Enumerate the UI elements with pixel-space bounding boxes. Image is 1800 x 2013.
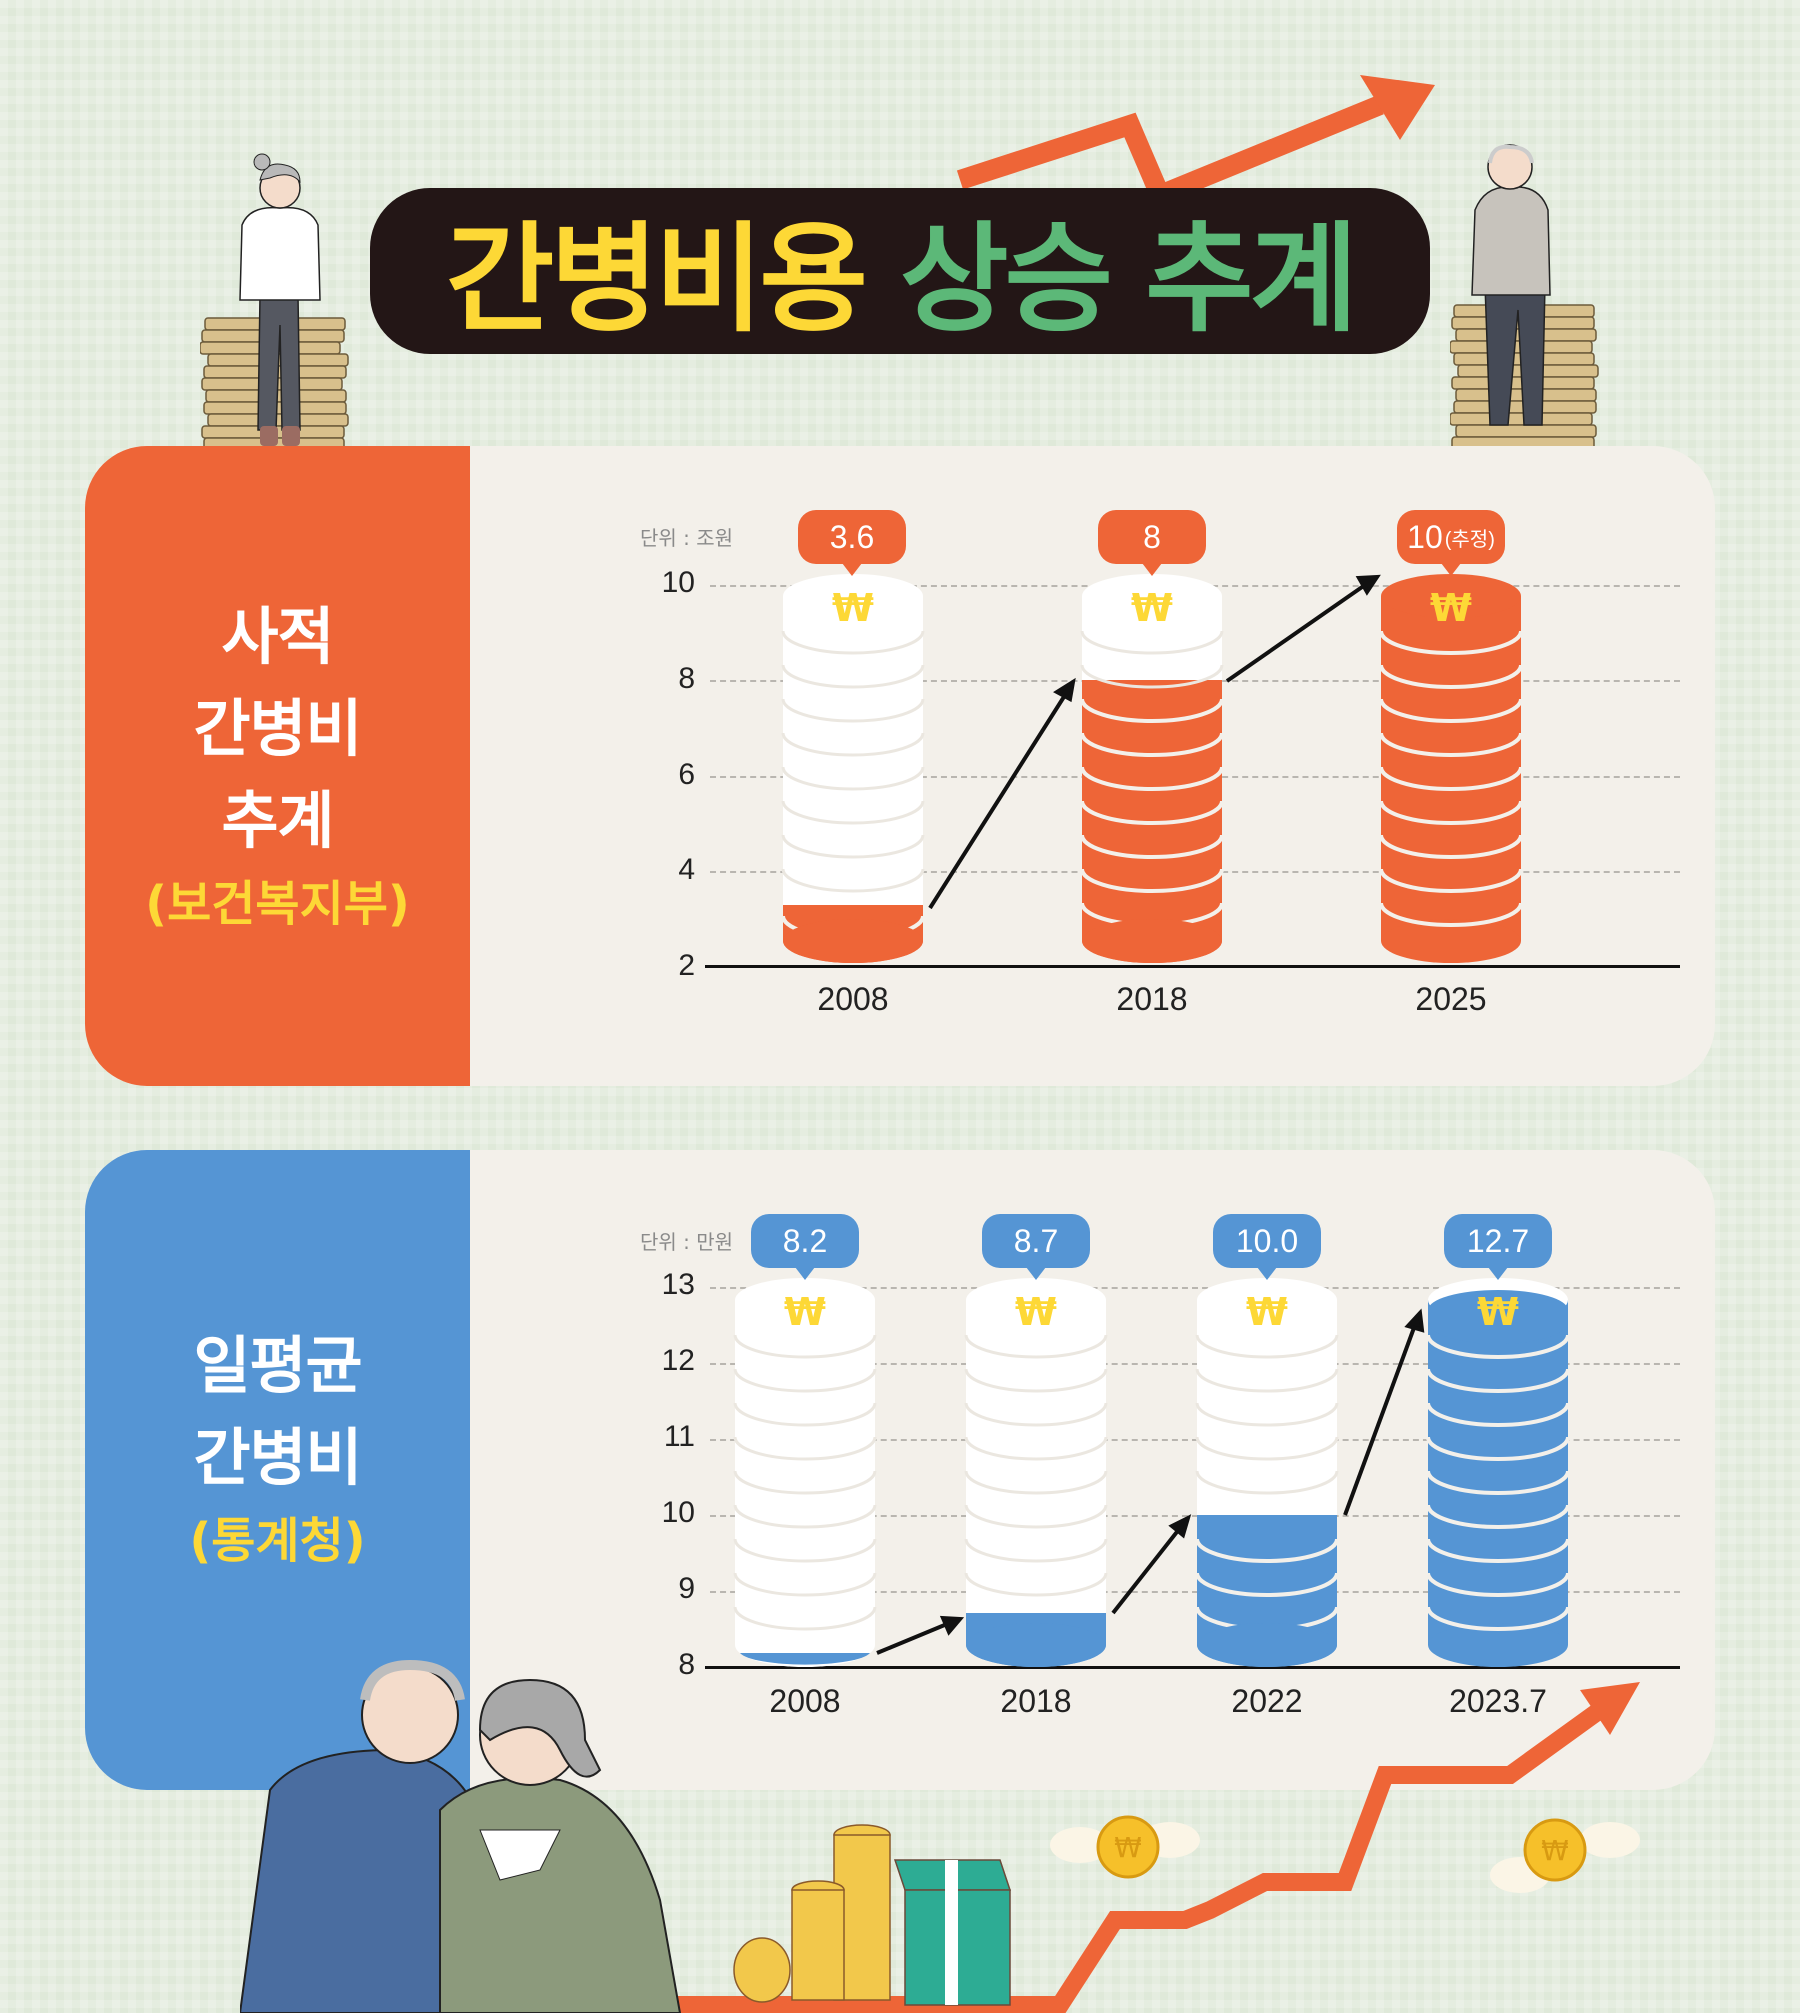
y-tick: 10	[661, 566, 695, 599]
gridline	[710, 1287, 1680, 1289]
svg-text:₩: ₩	[1114, 1831, 1142, 1864]
trend-arrows	[876, 1308, 1425, 1655]
bar-2025	[1379, 574, 1523, 963]
value-label: 8.2	[751, 1214, 859, 1280]
svg-text:₩: ₩	[1541, 1834, 1569, 1867]
flying-coin-icon: ₩	[1040, 1805, 1210, 1895]
title-part-3: 추계	[1145, 209, 1358, 348]
y-tick: 13	[661, 1268, 695, 1301]
elderly-man-illustration	[1449, 135, 1600, 470]
daily-care-cost-panel: 일평균 간병비 (통계청) 단위 : 만원 13 12 11 10 9 8	[85, 1150, 1715, 1790]
section-label-line: 사적	[221, 600, 334, 673]
won-icon: ₩	[1430, 586, 1472, 630]
worried-elderly-couple-illustration	[238, 1640, 700, 2013]
coin-stack-bars	[733, 1278, 1570, 1667]
estimate-note: (추정)	[1444, 528, 1495, 551]
bar-2018	[1080, 574, 1224, 963]
title-part-1: 간병비용	[445, 209, 868, 348]
value-label: 10.0	[1213, 1214, 1321, 1280]
money-stack-illustration	[720, 1810, 1020, 2010]
y-tick: 2	[678, 949, 695, 982]
section-source: (보건복지부)	[145, 876, 410, 932]
daily-care-cost-label-block: 일평균 간병비 (통계청)	[85, 1150, 470, 1790]
won-icon: ₩	[1131, 586, 1173, 630]
won-icon: ₩	[832, 586, 874, 630]
private-care-cost-panel: 사적 간병비 추계 (보건복지부) 단위 : 조원 10 8 6 4 2	[85, 446, 1715, 1086]
x-tick: 2023.7	[1449, 1683, 1547, 1719]
x-tick: 2025	[1415, 981, 1487, 1017]
section-label-line: 간병비	[193, 1421, 362, 1494]
elderly-woman-illustration	[199, 150, 360, 470]
value-label: 10 (추정)	[1397, 510, 1505, 576]
won-icon: ₩	[1015, 1290, 1057, 1334]
unit-label: 단위 : 조원	[640, 526, 734, 550]
won-icon: ₩	[1246, 1290, 1288, 1334]
y-tick: 9	[678, 1572, 695, 1605]
daily-care-cost-chart: 단위 : 만원 13 12 11 10 9 8	[85, 1150, 1715, 1790]
gridline	[710, 1515, 1680, 1517]
value-label: 8.7	[982, 1214, 1090, 1280]
page-title: 간병비용 상승 추계	[370, 180, 1430, 356]
x-tick: 2018	[1116, 981, 1188, 1017]
gridline	[710, 1363, 1680, 1365]
section-label-line: 일평균	[193, 1329, 362, 1402]
y-tick: 12	[661, 1344, 695, 1377]
x-tick: 2022	[1231, 1683, 1303, 1719]
title-outline	[370, 188, 1430, 354]
won-icon: ₩	[1477, 1290, 1519, 1334]
bar-2008	[733, 1278, 877, 1667]
section-label-line: 추계	[221, 784, 334, 857]
gridline	[710, 1439, 1680, 1441]
gridline	[710, 1591, 1680, 1593]
x-axis	[705, 1666, 1680, 1669]
y-tick: 6	[678, 758, 695, 791]
value-label: 8	[1098, 510, 1206, 576]
x-tick: 2008	[817, 981, 889, 1017]
y-tick: 4	[678, 853, 695, 886]
value-label: 3.6	[798, 510, 906, 576]
value-label: 12.7	[1444, 1214, 1552, 1280]
unit-label: 단위 : 만원	[640, 1230, 734, 1254]
x-tick: 2018	[1000, 1683, 1072, 1719]
trend-arrow-top-icon	[956, 75, 1435, 208]
section-source: (통계청)	[189, 1513, 366, 1569]
y-tick: 11	[663, 1420, 695, 1453]
bar-2023-7	[1426, 1278, 1570, 1667]
flying-coin-icon: ₩	[1480, 1810, 1650, 1910]
y-tick: 10	[661, 1496, 695, 1529]
private-care-cost-label-block: 사적 간병비 추계 (보건복지부)	[85, 446, 470, 1086]
y-tick: 8	[678, 662, 695, 695]
x-axis	[705, 965, 1680, 968]
title-part-2: 상승	[900, 209, 1113, 348]
x-tick: 2008	[769, 1683, 841, 1719]
won-icon: ₩	[784, 1290, 826, 1334]
section-label-line: 간병비	[193, 692, 362, 765]
y-tick: 8	[678, 1648, 695, 1681]
private-care-cost-chart: 단위 : 조원 10 8 6 4 2	[85, 446, 1715, 1086]
coin-stack-bars	[781, 574, 1523, 963]
trend-arrows	[928, 574, 1381, 910]
